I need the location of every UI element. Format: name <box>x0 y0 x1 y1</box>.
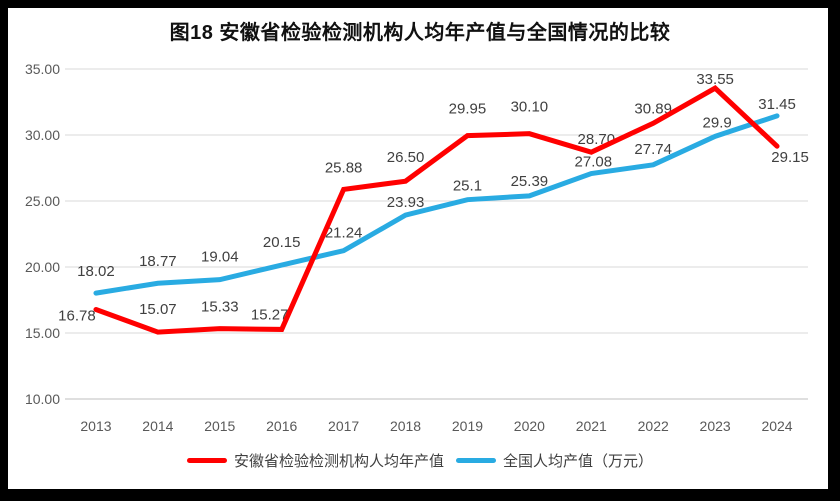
anhui-data-label: 15.07 <box>139 301 177 318</box>
legend-item-anhui: 安徽省检验检测机构人均年产值 <box>186 450 444 471</box>
national-data-label: 18.02 <box>77 263 115 280</box>
national-line <box>93 113 780 296</box>
anhui-data-label: 29.95 <box>449 101 487 118</box>
y-tick-label: 25.00 <box>25 193 60 209</box>
national-data-label: 25.1 <box>453 178 482 195</box>
x-tick-label: 2015 <box>204 418 235 434</box>
x-tick-label: 2016 <box>266 418 297 434</box>
x-tick-label: 2017 <box>328 418 359 434</box>
y-tick-label: 30.00 <box>25 127 60 143</box>
national-data-label: 21.24 <box>325 225 363 242</box>
chart-canvas <box>8 8 828 489</box>
national-data-label: 29.9 <box>703 114 732 131</box>
x-tick-label: 2021 <box>576 418 607 434</box>
anhui-data-label: 29.15 <box>771 149 809 166</box>
x-tick-label: 2020 <box>514 418 545 434</box>
anhui-data-label: 15.33 <box>201 299 239 316</box>
anhui-data-label: 30.10 <box>511 99 549 116</box>
y-tick-label: 10.00 <box>25 391 60 407</box>
national-data-label: 19.04 <box>201 249 239 266</box>
anhui-data-label: 15.27 <box>251 306 289 323</box>
legend-label-anhui: 安徽省检验检测机构人均年产值 <box>233 453 444 470</box>
national-data-label: 27.74 <box>634 141 672 158</box>
chart-title: 图18 安徽省检验检测机构人均年产值与全国情况的比较 <box>169 22 671 44</box>
y-tick-label: 35.00 <box>25 61 60 77</box>
x-tick-label: 2018 <box>390 418 421 434</box>
national-data-label: 23.93 <box>387 194 425 211</box>
national-data-label: 20.15 <box>263 234 301 251</box>
x-tick-label: 2024 <box>761 418 792 434</box>
anhui-data-label: 30.89 <box>634 100 672 117</box>
national-data-label: 27.08 <box>575 154 613 171</box>
legend-label-national: 全国人均产值（万元） <box>503 453 654 470</box>
national-data-label: 31.45 <box>758 96 796 113</box>
anhui-data-label: 33.55 <box>696 71 734 88</box>
anhui-data-label: 26.50 <box>387 149 425 166</box>
national-data-label: 18.77 <box>139 253 177 270</box>
legend-item-national: 全国人均产值（万元） <box>456 450 653 471</box>
y-tick-label: 15.00 <box>25 325 60 341</box>
legend: 安徽省检验检测机构人均年产值 全国人均产值（万元） <box>0 450 840 471</box>
x-tick-label: 2019 <box>452 418 483 434</box>
x-tick-label: 2014 <box>142 418 173 434</box>
anhui-data-label: 16.78 <box>58 308 96 325</box>
x-tick-label: 2022 <box>638 418 669 434</box>
y-tick-label: 20.00 <box>25 259 60 275</box>
national-line-swatch <box>456 458 496 463</box>
national-data-label: 25.39 <box>511 173 549 190</box>
anhui-line <box>93 85 780 335</box>
x-tick-label: 2023 <box>700 418 731 434</box>
x-tick-label: 2013 <box>80 418 111 434</box>
anhui-line-swatch <box>186 458 227 463</box>
anhui-data-label: 25.88 <box>325 159 363 176</box>
